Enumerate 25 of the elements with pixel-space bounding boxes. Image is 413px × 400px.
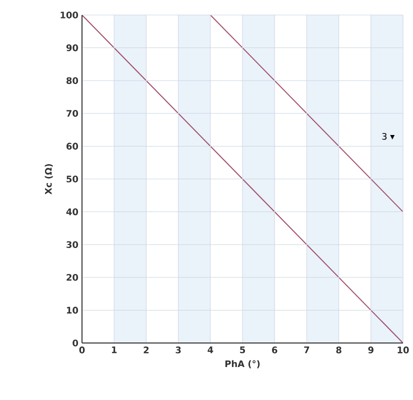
- annotation: 3 ▾: [382, 132, 395, 140]
- x-tick-label: 0: [79, 346, 85, 354]
- y-tick-label: 100: [60, 12, 78, 18]
- x-tick-label: 2: [144, 346, 149, 354]
- y-tick-label: 40: [66, 208, 78, 216]
- x-tick-label: 5: [240, 346, 245, 354]
- y-tick-label: 90: [66, 44, 78, 52]
- y-tick-label: 70: [66, 110, 78, 117]
- x-tick-label: 10: [398, 346, 409, 354]
- y-tick-label: 80: [66, 77, 78, 84]
- y-tick-label: 0: [72, 340, 78, 346]
- y-tick-label: 10: [66, 306, 78, 314]
- x-axis-title: PhA (°): [225, 360, 260, 368]
- x-tick-label: 3: [176, 346, 181, 354]
- x-tick-label: 9: [368, 346, 374, 354]
- x-tick-label: 7: [304, 346, 310, 354]
- y-tick-label: 30: [66, 241, 78, 248]
- y-axis-title: Xc (Ω): [44, 164, 53, 194]
- y-tick-label: 20: [66, 274, 78, 281]
- x-tick-label: 1: [112, 346, 117, 354]
- y-tick-label: 50: [66, 176, 78, 182]
- y-tick-label: 60: [66, 142, 78, 150]
- x-tick-label: 4: [208, 346, 214, 354]
- x-tick-label: 8: [336, 346, 342, 354]
- x-tick-label: 6: [272, 346, 278, 354]
